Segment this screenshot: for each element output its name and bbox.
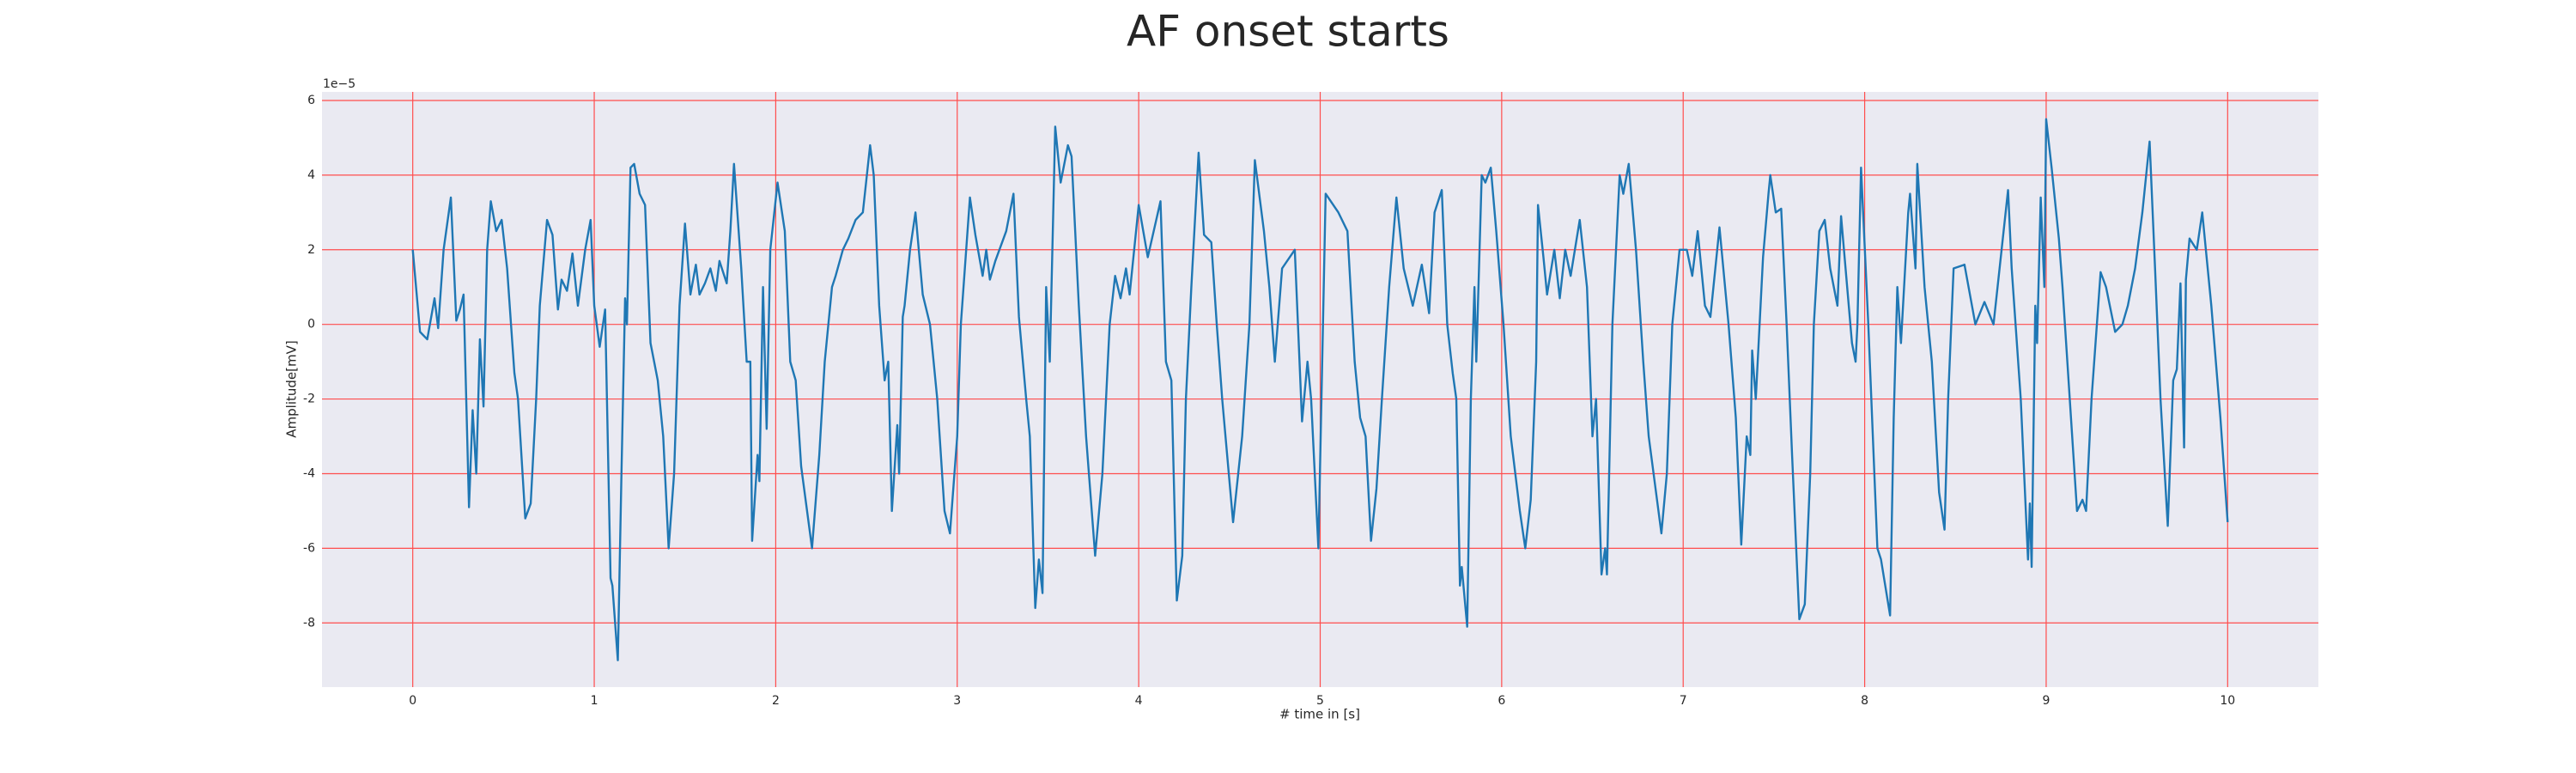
x-tick-label: 8 <box>1861 694 1868 708</box>
x-tick-label: 9 <box>2042 694 2050 708</box>
x-tick-label: 5 <box>1316 694 1324 708</box>
y-tick-label: 6 <box>307 94 315 107</box>
y-tick-label: -2 <box>303 393 315 406</box>
x-tick-label: 7 <box>1680 694 1687 708</box>
x-tick-label: 1 <box>591 694 598 708</box>
y-tick-label: -4 <box>303 466 315 480</box>
x-tick-label: 4 <box>1135 694 1143 708</box>
x-tick-label: 0 <box>409 694 416 708</box>
y-offset-label: 1e−5 <box>323 77 355 91</box>
y-tick-label: -6 <box>303 541 315 555</box>
x-tick-label: 2 <box>772 694 780 708</box>
x-axis-label: # time in [s] <box>1279 707 1360 722</box>
y-axis-label: Amplitude[mV] <box>284 340 300 437</box>
y-tick-label: 0 <box>307 318 315 332</box>
y-tick-label: -8 <box>303 616 315 630</box>
chart-title: AF onset starts <box>1127 7 1449 57</box>
y-tick-label: 4 <box>307 168 315 182</box>
x-tick-label: 3 <box>953 694 961 708</box>
x-tick-label: 6 <box>1498 694 1505 708</box>
x-tick-label: 10 <box>2220 694 2235 708</box>
y-tick-label: 2 <box>307 243 315 257</box>
signal-line <box>411 118 2229 661</box>
